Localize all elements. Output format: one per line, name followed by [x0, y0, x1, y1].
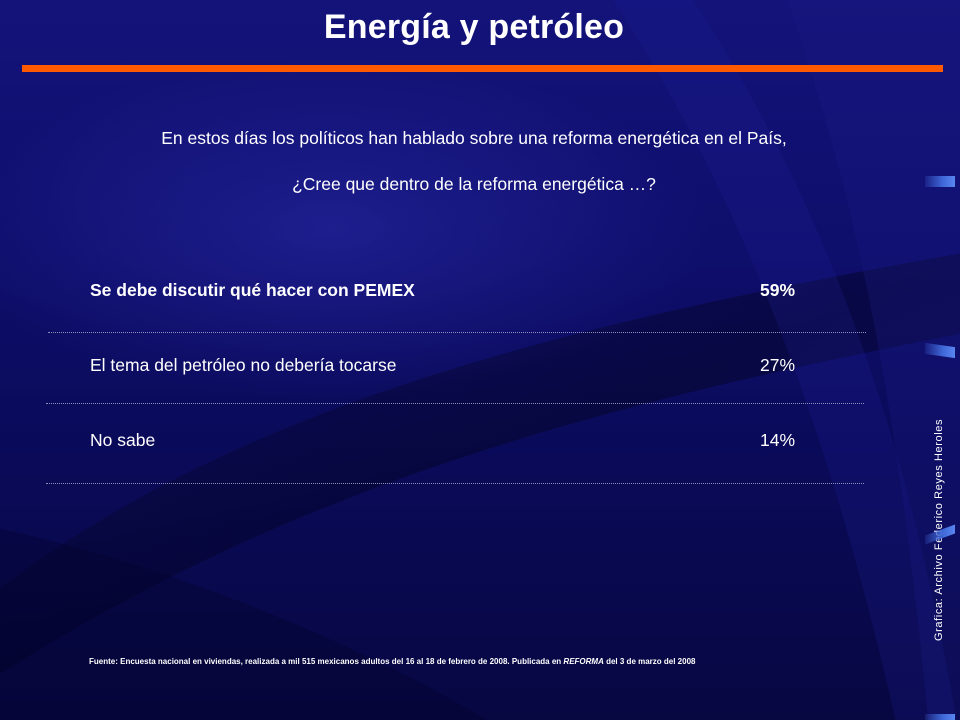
row-value: 59%: [760, 280, 796, 300]
source-note: Fuente: Encuesta nacional en viviendas, …: [89, 657, 695, 666]
question-line-1: En estos días los políticos han hablado …: [161, 128, 787, 148]
source-publication: REFORMA: [563, 657, 604, 666]
source-suffix: del 3 de marzo del 2008: [603, 657, 696, 666]
question-line-2: ¿Cree que dentro de la reforma energétic…: [292, 174, 656, 194]
title-underline: [22, 65, 943, 72]
row-value: 14%: [760, 430, 796, 450]
source-prefix: Fuente: Encuesta nacional en viviendas, …: [89, 657, 564, 666]
row-divider: [46, 403, 864, 404]
edge-accent-mark: [925, 176, 955, 187]
edge-accent-mark: [925, 714, 955, 720]
page-title: Energía y petróleo: [323, 8, 625, 46]
row-label: No sabe: [90, 430, 156, 450]
row-label: Se debe discutir qué hacer con PEMEX: [90, 280, 415, 300]
row-label: El tema del petróleo no debería tocarse: [90, 355, 397, 375]
edge-accent-mark: [925, 342, 955, 359]
row-value: 27%: [760, 355, 796, 375]
row-divider: [46, 483, 864, 484]
row-divider: [48, 332, 866, 333]
